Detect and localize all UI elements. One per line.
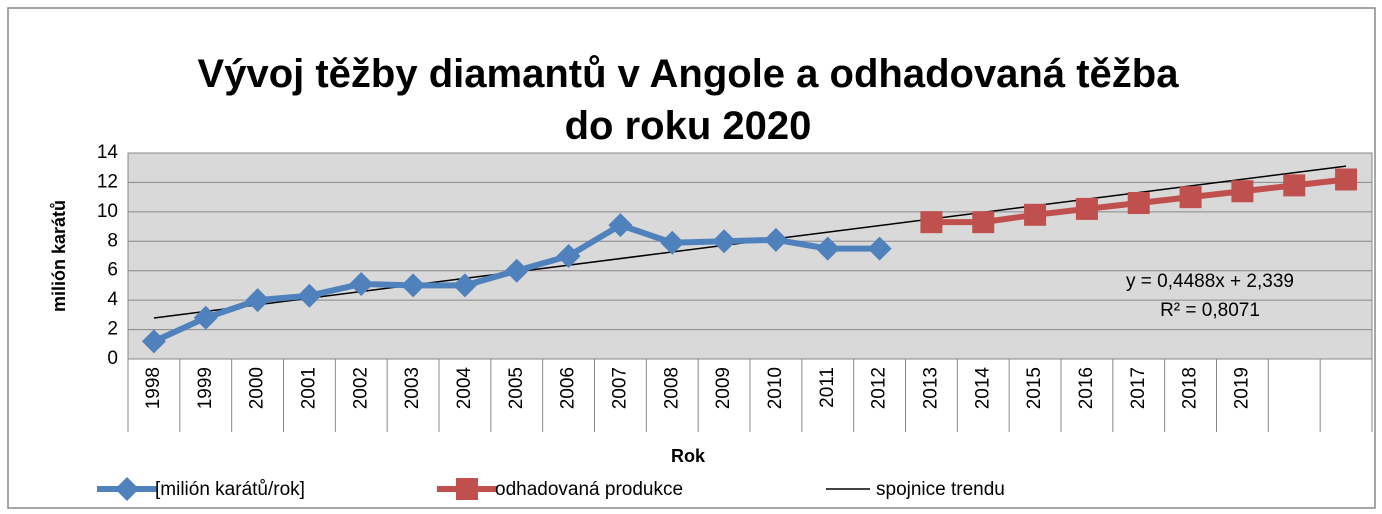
marker (1231, 180, 1254, 203)
x-axis-label: Rok (671, 446, 706, 466)
y-axis-label: milión karátů (49, 200, 69, 312)
x-tick-label: 2016 (1076, 367, 1097, 409)
y-tick-label: 8 (107, 230, 118, 251)
plot-area (127, 152, 1373, 360)
x-tick-label: 1998 (143, 367, 164, 409)
marker (141, 329, 166, 354)
x-tick-label: 2014 (972, 367, 993, 410)
marker (297, 283, 322, 308)
x-tick-label: 2001 (298, 367, 319, 409)
x-tick-label: 2011 (817, 367, 838, 408)
marker (245, 288, 270, 313)
marker (1127, 192, 1150, 215)
x-tick-label: 2004 (454, 367, 475, 410)
marker (1335, 168, 1358, 191)
x-tick-label: 2013 (920, 367, 941, 409)
x-tick-label: 2019 (1231, 367, 1252, 409)
x-tick-label: 2009 (713, 367, 734, 409)
x-tick-label: 2010 (765, 367, 786, 409)
y-tick-label: 6 (107, 260, 118, 281)
legend-label: [milión karátů/rok] (155, 479, 305, 500)
legend-label: odhadovaná produkce (495, 479, 683, 500)
marker (115, 477, 139, 501)
marker (401, 273, 426, 298)
trend-equation: y = 0,4488x + 2,339 (1126, 271, 1294, 292)
marker (920, 211, 943, 234)
x-tick-label: 2007 (609, 367, 630, 409)
marker (1075, 197, 1098, 220)
marker (556, 244, 581, 268)
legend-label: spojnice trendu (876, 479, 1005, 500)
marker (972, 211, 995, 234)
x-tick-label: 2003 (402, 367, 423, 409)
x-tick-label: 2017 (1128, 367, 1149, 409)
marker (349, 271, 374, 296)
x-tick-label: 1999 (195, 367, 216, 409)
x-tick-label: 2002 (350, 367, 371, 409)
marker (452, 273, 477, 298)
marker (608, 213, 633, 238)
marker (867, 236, 892, 261)
x-tick-label: 2000 (247, 367, 268, 409)
x-tick-label: 2006 (558, 367, 579, 409)
marker (504, 258, 529, 283)
x-tick-label: 2012 (869, 367, 890, 409)
y-tick-label: 14 (97, 142, 119, 163)
chart-title: Vývoj těžby diamantů v Angole a odhadova… (198, 52, 1180, 148)
y-tick-label: 0 (107, 348, 118, 369)
marker (660, 230, 685, 255)
x-tick-label: 2008 (661, 367, 682, 409)
marker (1283, 174, 1306, 197)
y-tick-label: 10 (97, 201, 118, 222)
marker (1024, 203, 1047, 226)
x-tick-label: 2015 (1024, 367, 1045, 409)
marker (1179, 186, 1202, 209)
y-tick-label: 2 (107, 319, 118, 340)
y-tick-label: 4 (107, 289, 118, 310)
y-tick-label: 12 (97, 171, 118, 192)
marker (815, 236, 840, 261)
x-tick-label: 2005 (506, 367, 527, 409)
marker (193, 305, 218, 330)
marker (712, 229, 737, 254)
x-tick-label: 2018 (1180, 367, 1201, 409)
trend-r-squared: R² = 0,8071 (1160, 300, 1260, 321)
marker (456, 478, 478, 500)
marker (763, 227, 788, 252)
